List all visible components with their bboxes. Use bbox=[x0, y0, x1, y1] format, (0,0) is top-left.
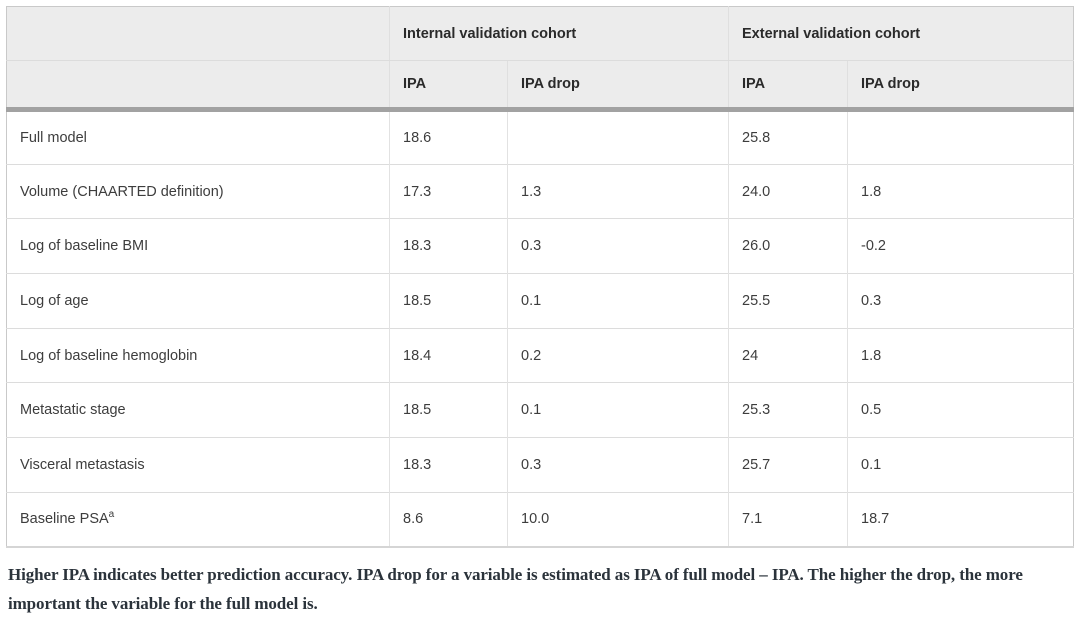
row-label-cell: Metastatic stage bbox=[6, 382, 390, 438]
ipa-cell: 18.3 bbox=[389, 437, 508, 493]
ipa-results-table: Internal validation cohort External vali… bbox=[6, 6, 1075, 548]
external-ipa-header: IPA bbox=[728, 60, 848, 112]
ipa-cell: 18.6 bbox=[389, 109, 508, 165]
internal-ipa-header: IPA bbox=[389, 60, 508, 112]
cohort-group-header-row: Internal validation cohort External vali… bbox=[6, 6, 1074, 61]
table-row: Log of baseline BMI 18.3 0.3 26.0 -0.2 bbox=[6, 218, 1074, 274]
ipa-drop-cell: 1.8 bbox=[846, 163, 1074, 219]
ipa-drop-cell: 1.8 bbox=[846, 327, 1074, 383]
ipa-drop-cell: 0.1 bbox=[846, 437, 1074, 493]
ipa-drop-cell: 0.3 bbox=[507, 437, 729, 493]
corner-cell bbox=[6, 60, 390, 112]
ipa-drop-cell: 1.3 bbox=[507, 163, 729, 219]
table-body: Full model 18.6 25.8 Volume (CHAARTED de… bbox=[6, 109, 1074, 547]
ipa-drop-cell bbox=[507, 109, 729, 165]
table-header: Internal validation cohort External vali… bbox=[6, 6, 1074, 112]
row-label-cell: Log of baseline BMI bbox=[6, 218, 390, 274]
ipa-cell: 24.0 bbox=[728, 163, 848, 219]
table-footnote: Higher IPA indicates better prediction a… bbox=[8, 565, 1023, 613]
ipa-cell: 25.3 bbox=[728, 382, 848, 438]
row-label-cell: Baseline PSAa bbox=[6, 491, 390, 547]
row-label-cell: Full model bbox=[6, 109, 390, 165]
ipa-drop-cell: 18.7 bbox=[846, 491, 1074, 547]
row-label-cell: Log of age bbox=[6, 273, 390, 329]
table-row: Metastatic stage 18.5 0.1 25.3 0.5 bbox=[6, 382, 1074, 438]
ipa-cell: 18.5 bbox=[389, 382, 508, 438]
ipa-cell: 25.7 bbox=[728, 437, 848, 493]
row-label-cell: Volume (CHAARTED definition) bbox=[6, 163, 390, 219]
table-row: Full model 18.6 25.8 bbox=[6, 109, 1074, 165]
ipa-cell: 18.5 bbox=[389, 273, 508, 329]
ipa-drop-cell: 0.3 bbox=[846, 273, 1074, 329]
ipa-drop-cell: 0.1 bbox=[507, 273, 729, 329]
ipa-drop-cell bbox=[846, 109, 1074, 165]
ipa-cell: 7.1 bbox=[728, 491, 848, 547]
table-row: Log of age 18.5 0.1 25.5 0.3 bbox=[6, 273, 1074, 329]
external-cohort-header: External validation cohort bbox=[727, 6, 1074, 61]
ipa-drop-cell: 0.2 bbox=[507, 327, 729, 383]
table-row: Volume (CHAARTED definition) 17.3 1.3 24… bbox=[6, 163, 1074, 219]
ipa-drop-cell: -0.2 bbox=[846, 218, 1074, 274]
ipa-cell: 25.8 bbox=[728, 109, 848, 165]
external-ipa-drop-header: IPA drop bbox=[846, 60, 1074, 112]
table-row: Log of baseline hemoglobin 18.4 0.2 24 1… bbox=[6, 327, 1074, 383]
ipa-cell: 18.4 bbox=[389, 327, 508, 383]
corner-cell bbox=[6, 6, 390, 61]
row-label-text: Baseline PSA bbox=[20, 511, 109, 528]
ipa-drop-cell: 0.3 bbox=[507, 218, 729, 274]
ipa-drop-cell: 0.5 bbox=[846, 382, 1074, 438]
ipa-cell: 8.6 bbox=[389, 491, 508, 547]
ipa-table-container: Internal validation cohort External vali… bbox=[6, 6, 1075, 548]
internal-ipa-drop-header: IPA drop bbox=[507, 60, 729, 112]
ipa-cell: 18.3 bbox=[389, 218, 508, 274]
ipa-cell: 24 bbox=[728, 327, 848, 383]
row-label-cell: Visceral metastasis bbox=[6, 437, 390, 493]
footnote-marker: a bbox=[108, 509, 115, 521]
table-row: Visceral metastasis 18.3 0.3 25.7 0.1 bbox=[6, 437, 1074, 493]
row-label-cell: Log of baseline hemoglobin bbox=[6, 327, 390, 383]
table-row: Baseline PSAa 8.6 10.0 7.1 18.7 bbox=[6, 491, 1074, 547]
ipa-drop-cell: 0.1 bbox=[507, 382, 729, 438]
ipa-cell: 25.5 bbox=[728, 273, 848, 329]
ipa-drop-cell: 10.0 bbox=[507, 491, 729, 547]
ipa-cell: 26.0 bbox=[728, 218, 848, 274]
ipa-cell: 17.3 bbox=[389, 163, 508, 219]
metric-header-row: IPA IPA drop IPA IPA drop bbox=[6, 60, 1074, 112]
internal-cohort-header: Internal validation cohort bbox=[389, 6, 729, 61]
